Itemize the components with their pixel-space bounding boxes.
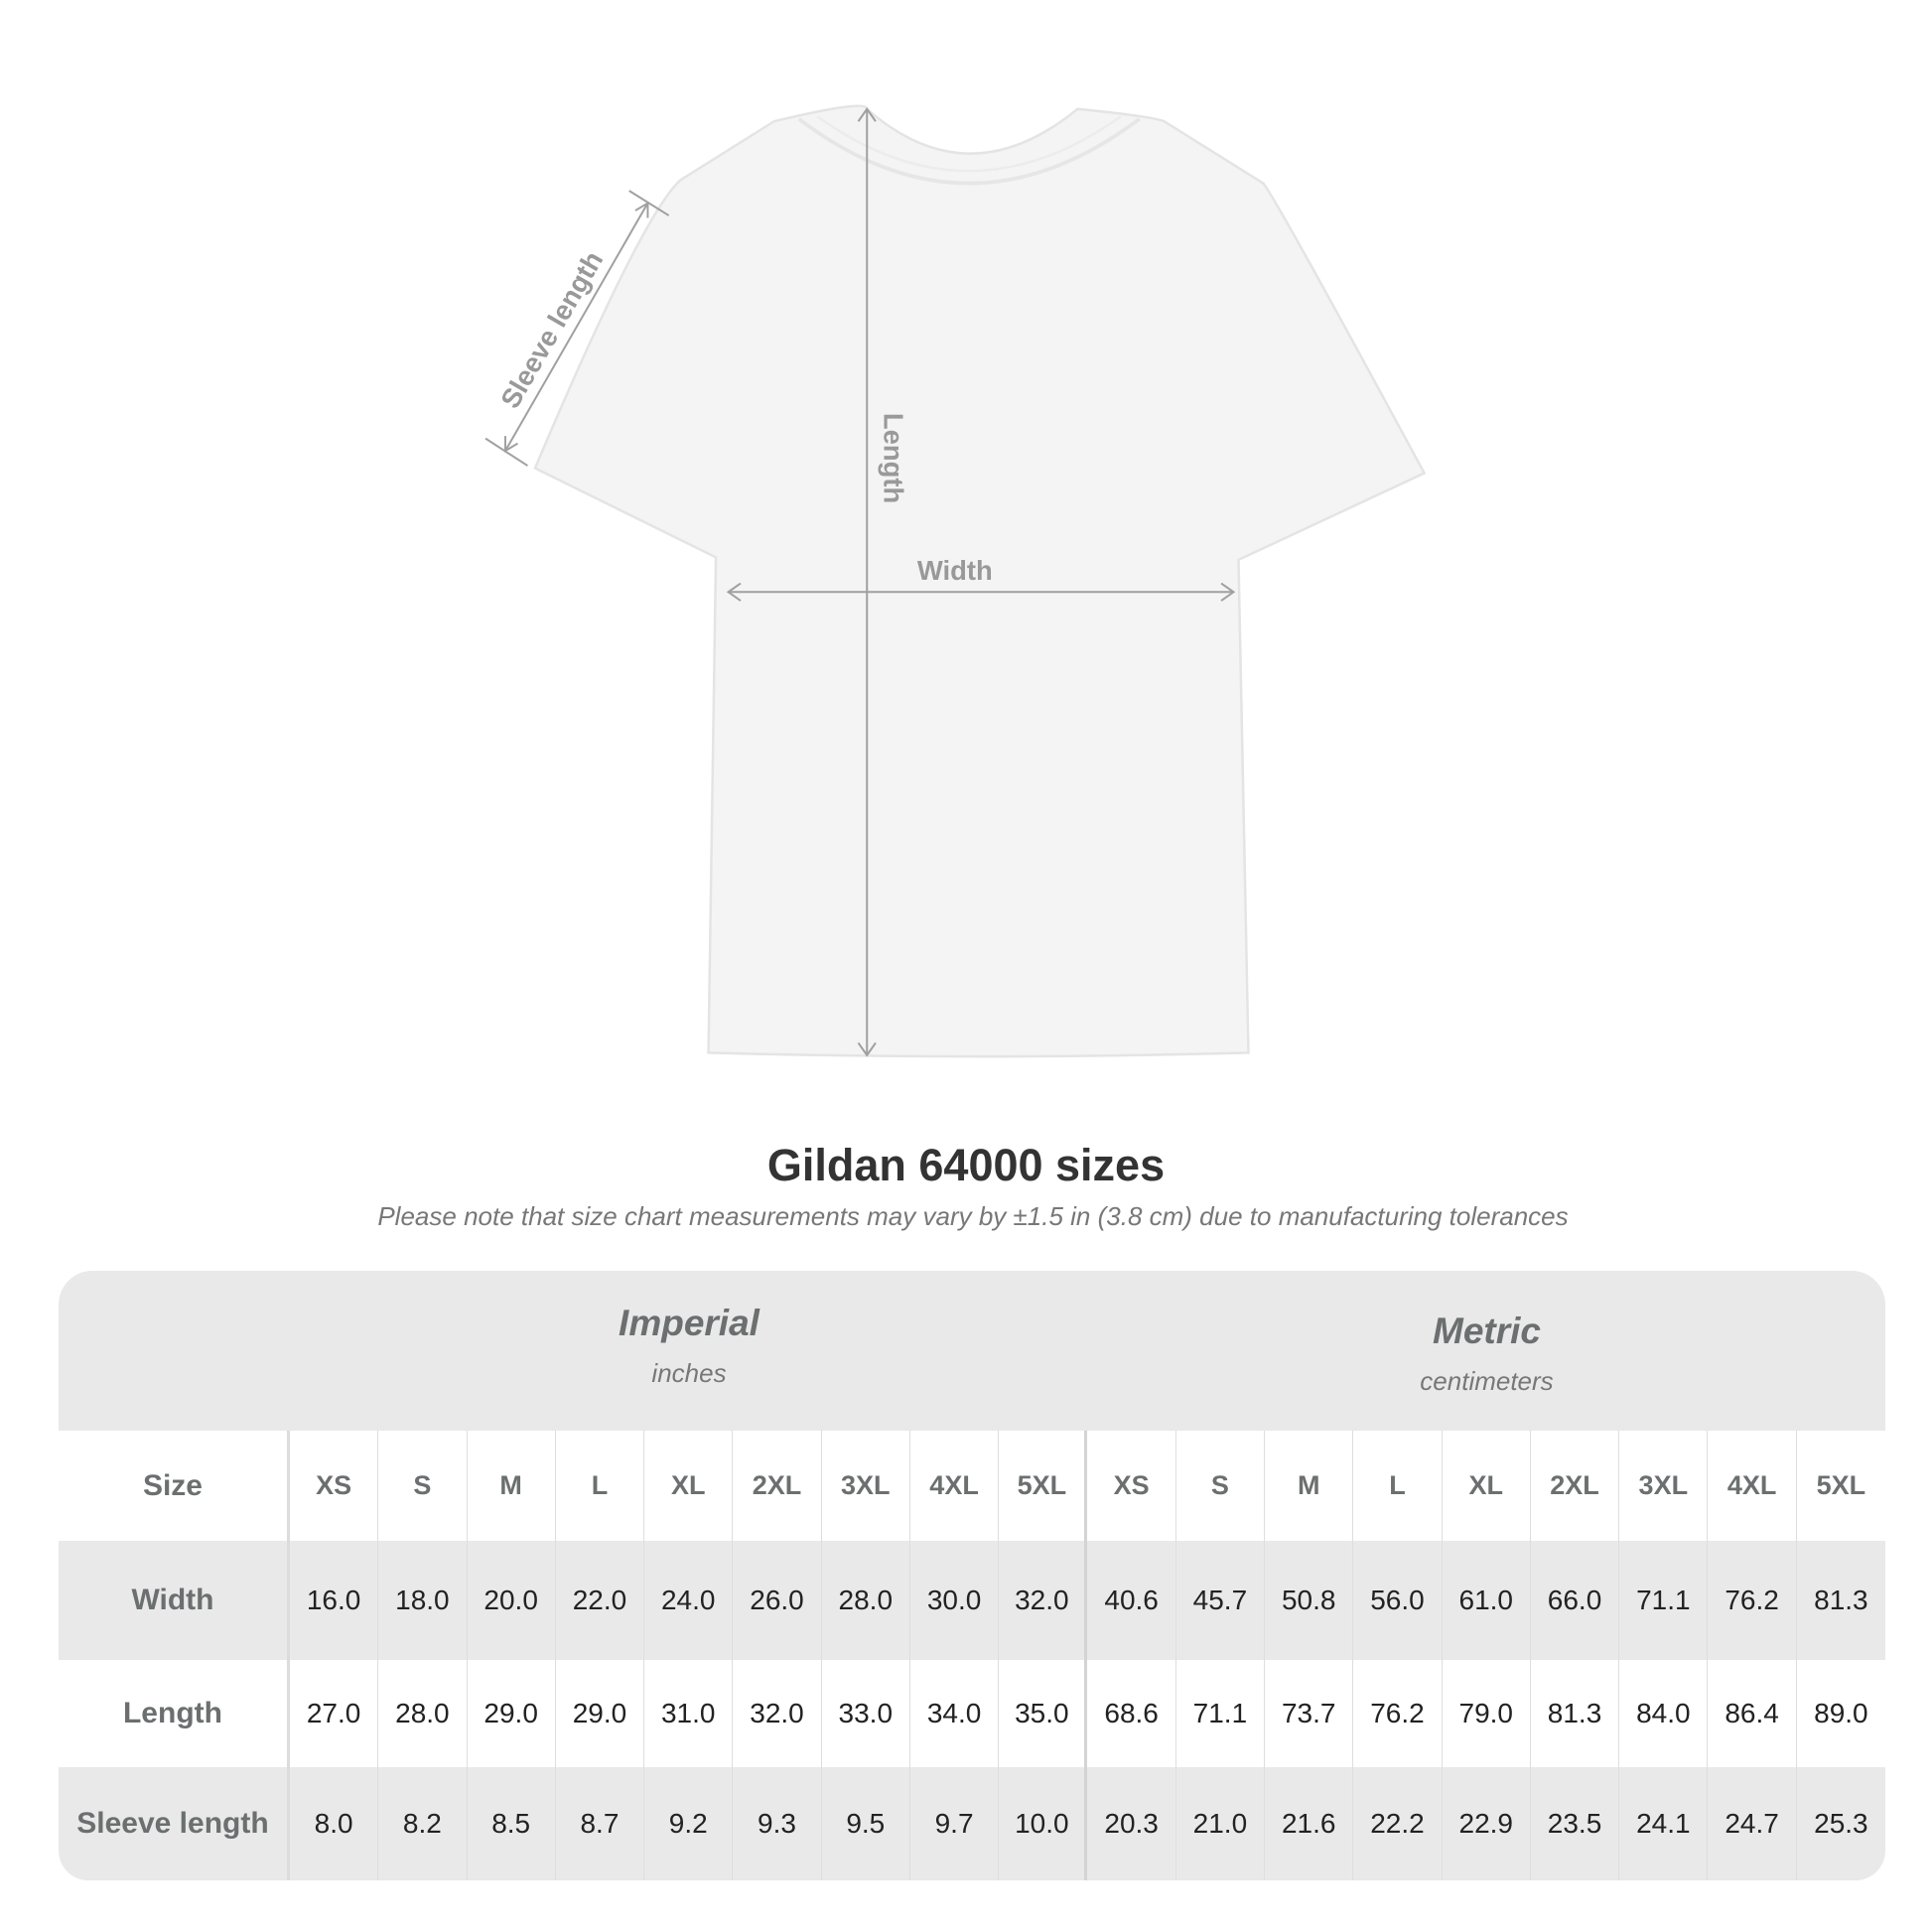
table-cell: 24.7 bbox=[1708, 1767, 1797, 1880]
table-cell: 24.0 bbox=[644, 1541, 734, 1660]
table-cell: 79.0 bbox=[1443, 1660, 1531, 1767]
table-cell: 21.6 bbox=[1265, 1767, 1354, 1880]
table-cell: 76.2 bbox=[1708, 1541, 1797, 1660]
table-cell: 20.0 bbox=[468, 1541, 556, 1660]
table-cell: 8.5 bbox=[468, 1767, 556, 1880]
table-cell: 28.0 bbox=[378, 1660, 468, 1767]
table-cell: 9.5 bbox=[822, 1767, 910, 1880]
width-arrow bbox=[726, 582, 1236, 602]
table-cell: 61.0 bbox=[1443, 1541, 1531, 1660]
table-cell: 9.3 bbox=[733, 1767, 822, 1880]
size-header-cell: L bbox=[556, 1431, 645, 1541]
table-cell: 89.0 bbox=[1814, 1698, 1868, 1728]
table-cell: 18.0 bbox=[378, 1541, 468, 1660]
table-cell: 71.1 bbox=[1176, 1660, 1266, 1767]
table-cell: 84.0 bbox=[1619, 1660, 1709, 1767]
table-cell: 71.1 bbox=[1619, 1541, 1709, 1660]
length-label: Length bbox=[879, 413, 909, 503]
table-cell: 45.7 bbox=[1176, 1541, 1266, 1660]
table-cell: 81.3 bbox=[1531, 1660, 1620, 1767]
table-cell: 28.0 bbox=[822, 1541, 910, 1660]
table-row: Width 16.0 18.0 20.0 22.0 24.0 26.0 28.0 30.0 32.… bbox=[59, 1541, 1885, 1660]
size-header-cell: 5XL bbox=[1816, 1470, 1866, 1500]
table-cell: 32.0 bbox=[733, 1660, 822, 1767]
table-cell: 27.0 bbox=[290, 1660, 379, 1767]
table-cell: 68.6 bbox=[1087, 1660, 1176, 1767]
size-header-cell: M bbox=[1265, 1431, 1354, 1541]
row-label: Sleeve length bbox=[59, 1767, 290, 1880]
tshirt-illustration bbox=[533, 104, 1427, 1058]
table-cell: 50.8 bbox=[1265, 1541, 1354, 1660]
size-header-cell: XL bbox=[1443, 1431, 1531, 1541]
page-title: Gildan 64000 sizes bbox=[766, 1140, 1166, 1190]
table-cell: 29.0 bbox=[468, 1660, 556, 1767]
table-cell: 26.0 bbox=[733, 1541, 822, 1660]
table-cell: 40.6 bbox=[1087, 1541, 1176, 1660]
table-cell: 81.3 bbox=[1814, 1585, 1868, 1615]
table-cell: 21.0 bbox=[1176, 1767, 1266, 1880]
table-cell: 34.0 bbox=[910, 1660, 1000, 1767]
table-cell: 9.2 bbox=[644, 1767, 734, 1880]
table-row: Sleeve length 8.0 8.2 8.5 8.7 9.2 9.3 9.5 9.7 10.… bbox=[59, 1767, 1885, 1880]
table-cell: 31.0 bbox=[644, 1660, 734, 1767]
table-cell: 22.9 bbox=[1443, 1767, 1531, 1880]
size-header-cell: 4XL bbox=[1708, 1431, 1797, 1541]
row-label: Width bbox=[59, 1541, 290, 1660]
imperial-unit: inches bbox=[651, 1358, 727, 1388]
table-cell: 35.0 bbox=[999, 1660, 1088, 1767]
table-cell: 66.0 bbox=[1531, 1541, 1620, 1660]
row-label: Length bbox=[59, 1660, 290, 1767]
size-header-cell: XS bbox=[1087, 1431, 1176, 1541]
table-cell: 22.2 bbox=[1353, 1767, 1443, 1880]
table-cell: 56.0 bbox=[1353, 1541, 1443, 1660]
width-label: Width bbox=[917, 555, 993, 586]
table-cell: 16.0 bbox=[290, 1541, 379, 1660]
length-arrow bbox=[857, 107, 877, 1057]
table-cell: 29.0 bbox=[556, 1660, 645, 1767]
table-cell: 22.0 bbox=[556, 1541, 645, 1660]
table-cell: 23.5 bbox=[1531, 1767, 1620, 1880]
table-cell: 33.0 bbox=[822, 1660, 910, 1767]
size-header-cell: 3XL bbox=[822, 1431, 910, 1541]
table-cell: 8.7 bbox=[556, 1767, 645, 1880]
table-cell: 73.7 bbox=[1265, 1660, 1354, 1767]
size-label: Size bbox=[59, 1431, 290, 1541]
imperial-header: Imperial inches bbox=[290, 1303, 1088, 1389]
metric-header: Metric centimeters bbox=[1088, 1311, 1885, 1397]
size-row: Size XS S M L XL 2XL 3XL 4XL 5XL XS S M L XL 2XL 3XL 4XL… bbox=[59, 1431, 1885, 1541]
table-cell: 25.3 bbox=[1814, 1808, 1868, 1839]
size-header-cell: M bbox=[468, 1431, 556, 1541]
size-header-cell: 5XL bbox=[999, 1431, 1088, 1541]
imperial-title: Imperial bbox=[619, 1303, 759, 1343]
size-header-cell: 2XL bbox=[1531, 1431, 1620, 1541]
size-header-cell: L bbox=[1353, 1431, 1443, 1541]
sleeve-length-arrow bbox=[484, 190, 670, 467]
size-header-cell: S bbox=[378, 1431, 468, 1541]
metric-title: Metric bbox=[1433, 1311, 1541, 1351]
table-row: Length 27.0 28.0 29.0 29.0 31.0 32.0 33.0 34.0 35… bbox=[59, 1660, 1885, 1767]
size-header-cell: 4XL bbox=[910, 1431, 1000, 1541]
table-cell: 20.3 bbox=[1087, 1767, 1176, 1880]
size-header-cell: 2XL bbox=[733, 1431, 822, 1541]
size-header-cell: XS bbox=[290, 1431, 379, 1541]
table-cell: 24.1 bbox=[1619, 1767, 1709, 1880]
table-cell: 8.0 bbox=[290, 1767, 379, 1880]
table-cell: 32.0 bbox=[999, 1541, 1088, 1660]
table-cell: 9.7 bbox=[910, 1767, 1000, 1880]
table-cell: 10.0 bbox=[999, 1767, 1088, 1880]
size-header-cell: 3XL bbox=[1619, 1431, 1709, 1541]
table-cell: 30.0 bbox=[910, 1541, 1000, 1660]
table-cell: 86.4 bbox=[1708, 1660, 1797, 1767]
table-cell: 76.2 bbox=[1353, 1660, 1443, 1767]
size-header-cell: S bbox=[1176, 1431, 1266, 1541]
unit-header: Imperial inches Metric centimeters bbox=[59, 1271, 1885, 1431]
size-table: Imperial inches Metric centimeters Size … bbox=[59, 1271, 1885, 1880]
size-header-cell: XL bbox=[644, 1431, 734, 1541]
tolerance-note: Please note that size chart measurements… bbox=[377, 1201, 1569, 1231]
table-cell: 8.2 bbox=[378, 1767, 468, 1880]
metric-unit: centimeters bbox=[1420, 1366, 1554, 1396]
tshirt-diagram: Sleeve length Length Width bbox=[484, 104, 1427, 1058]
